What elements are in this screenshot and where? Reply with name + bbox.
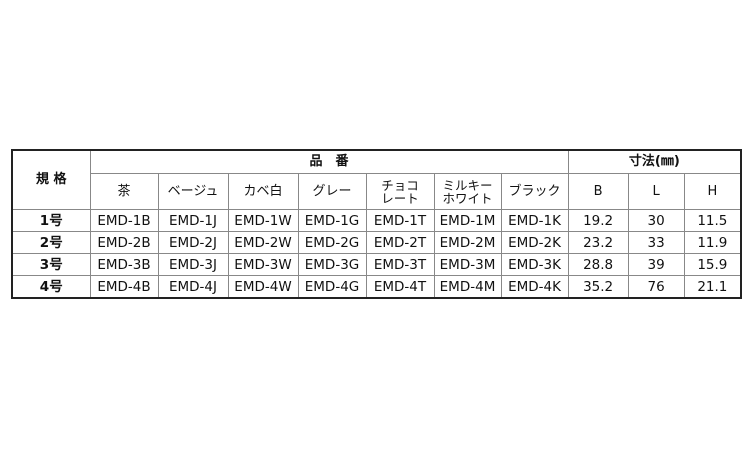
header-color-wall-white: カベ白 — [227, 173, 299, 210]
table-row: 1号 EMD-1B EMD-1J EMD-1W EMD-1G EMD-1T EMD-1M EM… — [11, 209, 742, 232]
dimension-cell: 39 — [627, 253, 685, 276]
table-row: 2号 EMD-2B EMD-2J EMD-2W EMD-2G EMD-2T EMD-2M EM… — [11, 231, 742, 254]
header-line: ホワイト — [442, 190, 493, 206]
spec-cell: 3号 — [11, 253, 91, 276]
header-color-milky-white: ミルキー ホワイト — [433, 173, 502, 210]
header-dim-h: H — [683, 173, 742, 210]
part-number-cell: EMD-2W — [227, 231, 299, 254]
header-color-brown: 茶 — [89, 173, 159, 210]
part-number-cell: EMD-1J — [157, 209, 229, 232]
part-number-cell: EMD-1M — [433, 209, 502, 232]
header-dim-b: B — [567, 173, 629, 210]
spec-cell: 4号 — [11, 275, 91, 299]
part-number-cell: EMD-2J — [157, 231, 229, 254]
table-row: 3号 EMD-3B EMD-3J EMD-3W EMD-3G EMD-3T EMD-3M EM… — [11, 253, 742, 276]
part-number-cell: EMD-4J — [157, 275, 229, 299]
header-line: ミルキー — [442, 177, 493, 193]
part-number-cell: EMD-2G — [297, 231, 367, 254]
part-number-cell: EMD-2T — [365, 231, 435, 254]
dimension-cell: 21.1 — [683, 275, 742, 299]
header-color-chocolate: チョコ レート — [365, 173, 435, 210]
part-number-cell: EMD-1K — [500, 209, 569, 232]
part-number-cell: EMD-3G — [297, 253, 367, 276]
part-number-cell: EMD-3J — [157, 253, 229, 276]
part-number-cell: EMD-3K — [500, 253, 569, 276]
dimension-cell: 33 — [627, 231, 685, 254]
dimension-cell: 11.5 — [683, 209, 742, 232]
dimension-cell: 15.9 — [683, 253, 742, 276]
dimension-cell: 30 — [627, 209, 685, 232]
part-number-cell: EMD-2M — [433, 231, 502, 254]
header-line: レート — [381, 190, 419, 206]
dimension-cell: 19.2 — [567, 209, 629, 232]
dimension-cell: 76 — [627, 275, 685, 299]
part-number-cell: EMD-2B — [89, 231, 159, 254]
part-number-cell: EMD-1G — [297, 209, 367, 232]
dimension-cell: 23.2 — [567, 231, 629, 254]
header-part-number: 品 番 — [89, 149, 569, 174]
header-dim-l: L — [627, 173, 685, 210]
part-number-cell: EMD-4B — [89, 275, 159, 299]
header-line: チョコ — [381, 177, 419, 193]
spec-cell: 2号 — [11, 231, 91, 254]
part-number-cell: EMD-1T — [365, 209, 435, 232]
part-number-cell: EMD-4K — [500, 275, 569, 299]
table-row: 4号 EMD-4B EMD-4J EMD-4W EMD-4G EMD-4T EMD-4M EM… — [11, 275, 742, 299]
dimension-cell: 28.8 — [567, 253, 629, 276]
header-color-gray: グレー — [297, 173, 367, 210]
part-number-cell: EMD-3M — [433, 253, 502, 276]
header-spec: 規 格 — [11, 149, 91, 210]
part-number-cell: EMD-3W — [227, 253, 299, 276]
part-number-cell: EMD-4W — [227, 275, 299, 299]
part-number-cell: EMD-2K — [500, 231, 569, 254]
header-color-beige: ベージュ — [157, 173, 229, 210]
header-dimensions: 寸法(㎜) — [567, 149, 742, 174]
part-number-cell: EMD-1W — [227, 209, 299, 232]
dimension-cell: 11.9 — [683, 231, 742, 254]
part-number-cell: EMD-3B — [89, 253, 159, 276]
spec-table: 規 格 品 番 寸法(㎜) 茶 ベージュ カベ白 グレー チョコ レート ミルキー… — [11, 149, 743, 299]
header-color-black: ブラック — [500, 173, 569, 210]
part-number-cell: EMD-3T — [365, 253, 435, 276]
part-number-cell: EMD-1B — [89, 209, 159, 232]
part-number-cell: EMD-4T — [365, 275, 435, 299]
part-number-cell: EMD-4M — [433, 275, 502, 299]
spec-cell: 1号 — [11, 209, 91, 232]
part-number-cell: EMD-4G — [297, 275, 367, 299]
dimension-cell: 35.2 — [567, 275, 629, 299]
